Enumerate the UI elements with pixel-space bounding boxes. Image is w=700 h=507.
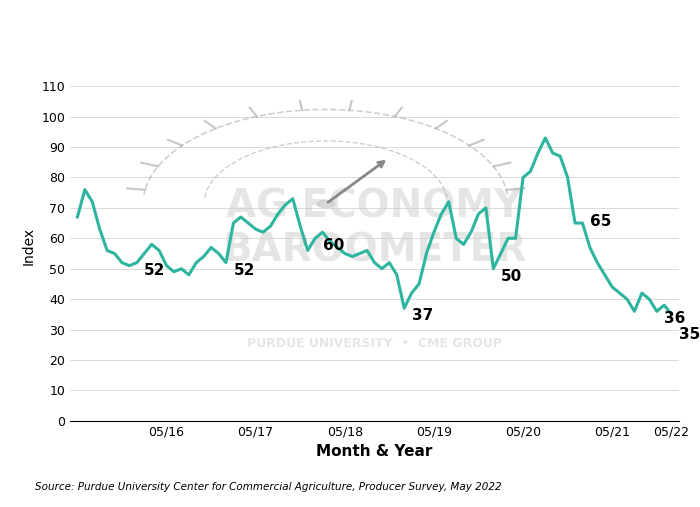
Text: 65: 65 xyxy=(590,214,611,229)
Y-axis label: Index: Index xyxy=(22,227,36,265)
Text: Source: Purdue University Center for Commercial Agriculture, Producer Survey, Ma: Source: Purdue University Center for Com… xyxy=(35,482,502,492)
Text: 36: 36 xyxy=(664,311,685,327)
Text: 52: 52 xyxy=(144,263,166,278)
Text: AG ECONOMY
BAROOMETER: AG ECONOMY BAROOMETER xyxy=(223,188,526,269)
Text: 60: 60 xyxy=(323,238,344,254)
Circle shape xyxy=(317,200,335,207)
X-axis label: Month & Year: Month & Year xyxy=(316,444,433,459)
Text: 50: 50 xyxy=(500,269,522,284)
Text: Farm Capital Investment Index: Farm Capital Investment Index xyxy=(132,18,568,43)
Text: 35: 35 xyxy=(679,327,700,342)
Text: 37: 37 xyxy=(412,308,433,323)
Text: 52: 52 xyxy=(233,263,255,278)
Text: PURDUE UNIVERSITY  •  CME GROUP: PURDUE UNIVERSITY • CME GROUP xyxy=(247,337,502,350)
